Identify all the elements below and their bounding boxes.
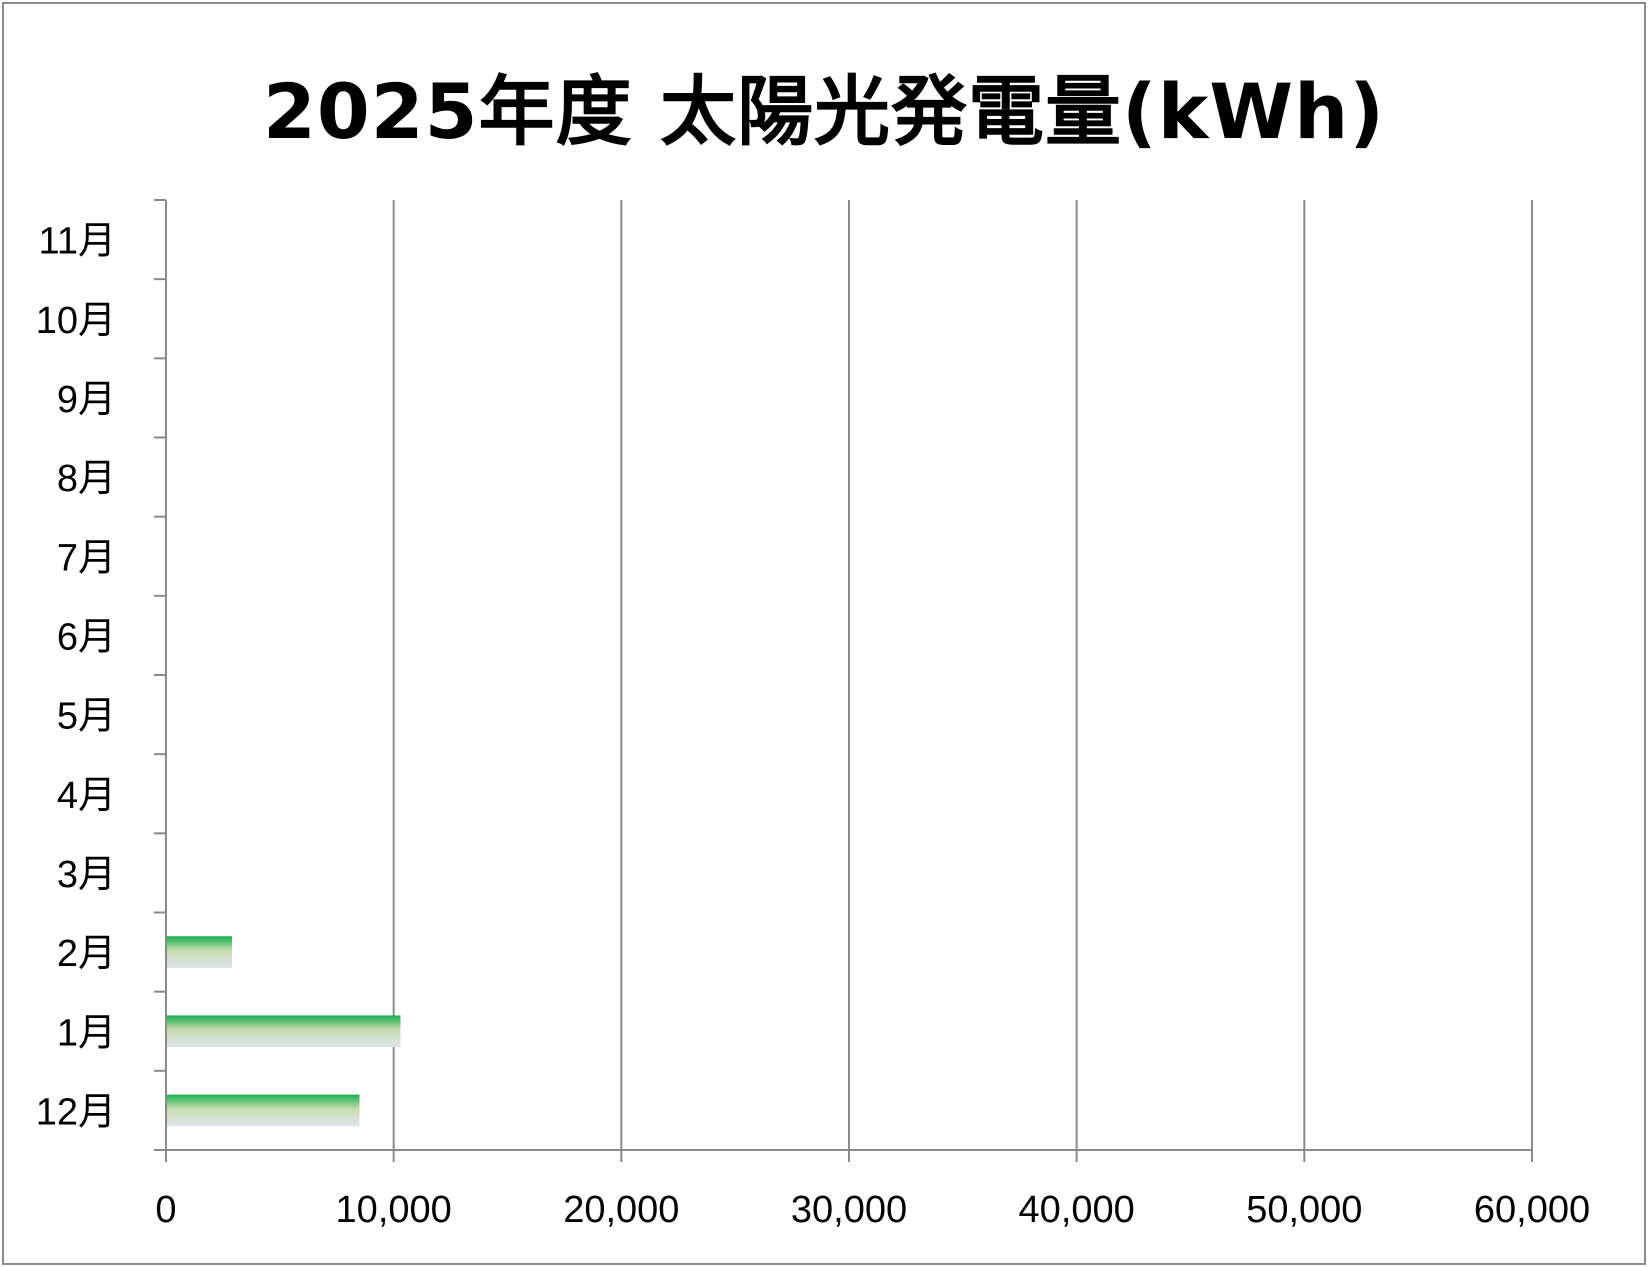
x-tick-label: 40,000 bbox=[1019, 1189, 1135, 1231]
x-tick-label: 50,000 bbox=[1246, 1189, 1362, 1231]
y-tick-label: 8月 bbox=[57, 458, 116, 500]
y-tick-label: 11月 bbox=[39, 221, 116, 263]
gridlines bbox=[392, 200, 1533, 1150]
bar-1月 bbox=[166, 1015, 401, 1048]
y-tick-label: 6月 bbox=[57, 616, 116, 658]
y-tick-label: 4月 bbox=[57, 775, 116, 817]
tick-labels: 0 10,000 20,000 30,000 40,000 50,000 60,000 12月… bbox=[36, 221, 1590, 1231]
chart-title: 2025年度 太陽光発電量(kWh) bbox=[263, 67, 1385, 156]
x-tick-label: 10,000 bbox=[336, 1189, 452, 1231]
axes bbox=[154, 199, 1533, 1162]
y-tick-label: 2月 bbox=[57, 933, 116, 975]
x-tick-label: 0 bbox=[155, 1189, 176, 1231]
x-tick-label: 60,000 bbox=[1474, 1189, 1590, 1231]
y-tick-label: 1月 bbox=[57, 1012, 116, 1054]
x-tick-label: 20,000 bbox=[563, 1189, 679, 1231]
y-tick-label: 7月 bbox=[57, 537, 116, 579]
y-tick-label: 9月 bbox=[57, 379, 116, 421]
y-tick-label: 12月 bbox=[36, 1091, 116, 1133]
y-tick-label: 10月 bbox=[36, 300, 116, 342]
y-tick-label: 5月 bbox=[57, 696, 116, 738]
x-tick-label: 30,000 bbox=[791, 1189, 907, 1231]
y-tick-label: 3月 bbox=[57, 854, 116, 896]
bars bbox=[166, 936, 401, 1127]
bar-2月 bbox=[166, 936, 233, 968]
bar-12月 bbox=[166, 1094, 360, 1127]
